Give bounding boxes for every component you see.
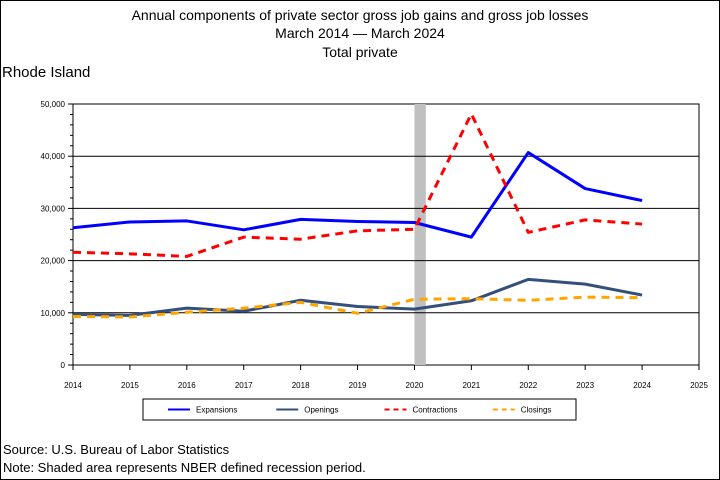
chart-subtitle-industry: Total private	[322, 44, 398, 60]
x-tick-label: 2023	[576, 381, 594, 390]
x-tick-label: 2018	[292, 381, 310, 390]
series-line-contractions	[72, 112, 643, 258]
chart-title: Annual components of private sector gros…	[131, 7, 589, 23]
series-line-expansions	[72, 151, 643, 239]
plot-area	[72, 103, 700, 366]
y-tick-label: 0	[61, 361, 66, 370]
x-tick-label: 2019	[349, 381, 367, 390]
recession-band	[414, 104, 426, 365]
x-tick-label: 2020	[406, 381, 424, 390]
x-tick-label: 2025	[690, 381, 708, 390]
y-tick-label: 40,000	[41, 152, 66, 161]
legend-label-closings: Closings	[521, 406, 552, 415]
x-tick-label: 2015	[121, 381, 139, 390]
y-tick-label: 10,000	[41, 309, 66, 318]
legend-label-openings: Openings	[304, 406, 338, 415]
legend-label-contractions: Contractions	[413, 406, 458, 415]
x-tick-label: 2024	[633, 381, 651, 390]
x-tick-label: 2017	[235, 381, 253, 390]
series-line-openings	[72, 277, 643, 317]
x-tick-label: 2014	[64, 381, 82, 390]
x-tick-label: 2021	[462, 381, 480, 390]
y-tick-label: 20,000	[41, 257, 66, 266]
chart-subtitle-date-range: March 2014 — March 2024	[275, 25, 445, 41]
state-label: Rhode Island	[2, 64, 91, 81]
recession-note: Note: Shaded area represents NBER define…	[3, 460, 366, 475]
y-tick-label: 50,000	[41, 100, 66, 109]
source-note: Source: U.S. Bureau of Labor Statistics	[3, 442, 230, 457]
x-tick-label: 2022	[519, 381, 537, 390]
x-tick-label: 2016	[178, 381, 196, 390]
line-chart: 0 10,000 20,000 30,000 40,000 50,000 2014 2015 2…	[41, 100, 708, 421]
legend-label-expansions: Expansions	[196, 406, 237, 415]
y-tick-label: 30,000	[41, 204, 66, 213]
legend-box	[142, 398, 577, 421]
